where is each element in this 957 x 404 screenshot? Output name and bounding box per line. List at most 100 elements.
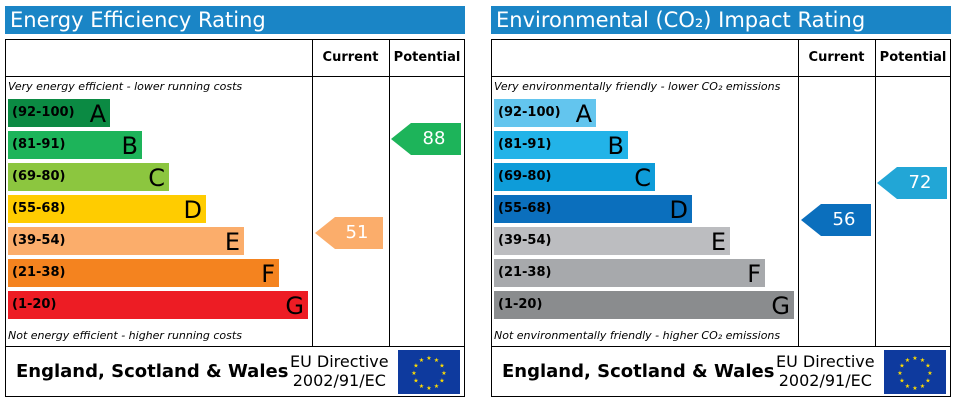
band-letter: B <box>121 132 138 160</box>
band-c: (69-80) C <box>8 163 169 192</box>
eu-star-icon: ★ <box>441 370 446 377</box>
panel-title: Environmental (CO₂) Impact Rating <box>491 6 951 34</box>
top-caption: Very energy efficient - lower running co… <box>8 80 243 93</box>
band-letter: F <box>261 260 275 288</box>
divider <box>5 346 465 347</box>
current-rating-value: 56 <box>832 209 856 230</box>
rating-frame <box>5 39 465 397</box>
eu-star-icon: ★ <box>920 357 925 364</box>
band-letter: D <box>669 196 688 224</box>
eu-star-icon: ★ <box>434 357 439 364</box>
band-f: (21-38) F <box>8 259 279 288</box>
eu-star-icon: ★ <box>413 363 418 370</box>
eu-directive: EU Directive 2002/91/EC <box>776 352 875 390</box>
eu-star-icon: ★ <box>419 357 424 364</box>
eu-star-icon: ★ <box>897 370 902 377</box>
eu-star-icon: ★ <box>439 378 444 385</box>
eu-star-icon: ★ <box>925 378 930 385</box>
band-range: (69-80) <box>12 169 66 184</box>
band-range: (81-91) <box>12 137 66 152</box>
band-letter: E <box>224 228 240 256</box>
current-rating-value: 51 <box>345 222 369 243</box>
eu-star-icon: ★ <box>925 363 930 370</box>
band-letter: C <box>634 164 651 192</box>
bottom-caption: Not energy efficient - higher running co… <box>8 329 242 342</box>
eu-star-icon: ★ <box>920 383 925 390</box>
band-range: (39-54) <box>12 233 66 248</box>
eu-star-icon: ★ <box>426 385 431 392</box>
eu-star-icon: ★ <box>413 378 418 385</box>
directive-line-2: 2002/91/EC <box>778 371 872 390</box>
band-b: (81-91) B <box>8 131 142 160</box>
band-letter: A <box>575 100 592 128</box>
band-letter: G <box>771 292 790 320</box>
panel-title: Energy Efficiency Rating <box>5 6 465 34</box>
band-e: (39-54) E <box>8 227 244 256</box>
band-range: (92-100) <box>498 105 561 120</box>
band-letter: B <box>607 132 624 160</box>
rating-frame <box>491 39 951 397</box>
band-c: (69-80) C <box>494 163 655 192</box>
eu-flag-icon: ★ ★ ★ ★ ★ ★ ★ ★ ★ ★ ★ ★ <box>884 350 946 394</box>
band-g: (1-20) G <box>494 291 794 320</box>
band-range: (1-20) <box>498 297 543 312</box>
region-label: England, Scotland & Wales <box>16 361 289 382</box>
band-e: (39-54) E <box>494 227 730 256</box>
eu-star-icon: ★ <box>912 355 917 362</box>
band-letter: E <box>710 228 726 256</box>
band-letter: A <box>89 100 106 128</box>
band-letter: D <box>183 196 202 224</box>
divider <box>798 39 799 347</box>
potential-column-header: Potential <box>393 50 461 65</box>
band-range: (92-100) <box>12 105 75 120</box>
band-b: (81-91) B <box>494 131 628 160</box>
divider <box>312 39 313 347</box>
band-f: (21-38) F <box>494 259 765 288</box>
eu-star-icon: ★ <box>426 355 431 362</box>
bottom-caption: Not environmentally friendly - higher CO… <box>494 329 781 342</box>
band-d: (55-68) D <box>494 195 692 224</box>
eu-star-icon: ★ <box>927 370 932 377</box>
band-range: (21-38) <box>12 265 66 280</box>
band-range: (55-68) <box>498 201 552 216</box>
eu-star-icon: ★ <box>434 383 439 390</box>
energy-efficiency-panel: Energy Efficiency Rating Current Potenti… <box>5 6 465 398</box>
potential-column-header: Potential <box>879 50 947 65</box>
band-range: (21-38) <box>498 265 552 280</box>
eu-star-icon: ★ <box>411 370 416 377</box>
band-range: (1-20) <box>12 297 57 312</box>
band-g: (1-20) G <box>8 291 308 320</box>
eu-star-icon: ★ <box>899 378 904 385</box>
band-letter: C <box>148 164 165 192</box>
top-caption: Very environmentally friendly - lower CO… <box>494 80 781 93</box>
divider <box>389 39 390 347</box>
band-range: (81-91) <box>498 137 552 152</box>
band-range: (69-80) <box>498 169 552 184</box>
region-label: England, Scotland & Wales <box>502 361 775 382</box>
eu-directive: EU Directive 2002/91/EC <box>290 352 389 390</box>
eu-star-icon: ★ <box>439 363 444 370</box>
potential-rating-value: 88 <box>422 128 446 149</box>
eu-star-icon: ★ <box>419 383 424 390</box>
directive-line-1: EU Directive <box>290 352 389 371</box>
band-d: (55-68) D <box>8 195 206 224</box>
band-a: (92-100) A <box>494 99 596 128</box>
band-range: (39-54) <box>498 233 552 248</box>
potential-rating-value: 72 <box>908 172 932 193</box>
environmental-impact-panel: Environmental (CO₂) Impact Rating Curren… <box>491 6 951 398</box>
directive-line-2: 2002/91/EC <box>292 371 386 390</box>
eu-star-icon: ★ <box>899 363 904 370</box>
divider <box>491 346 951 347</box>
eu-star-icon: ★ <box>912 385 917 392</box>
current-column-header: Current <box>808 50 865 65</box>
divider <box>491 76 951 77</box>
band-range: (55-68) <box>12 201 66 216</box>
eu-star-icon: ★ <box>905 383 910 390</box>
band-letter: F <box>747 260 761 288</box>
band-letter: G <box>285 292 304 320</box>
directive-line-1: EU Directive <box>776 352 875 371</box>
eu-flag-icon: ★ ★ ★ ★ ★ ★ ★ ★ ★ ★ ★ ★ <box>398 350 460 394</box>
divider <box>5 76 465 77</box>
current-column-header: Current <box>322 50 379 65</box>
band-a: (92-100) A <box>8 99 110 128</box>
